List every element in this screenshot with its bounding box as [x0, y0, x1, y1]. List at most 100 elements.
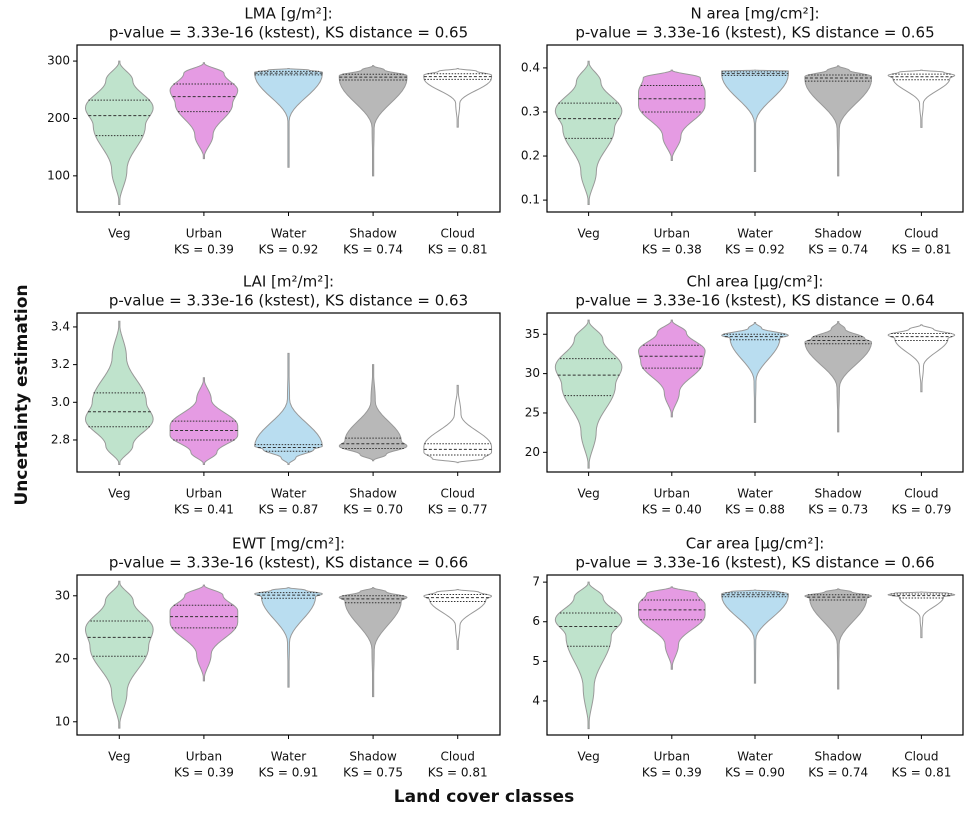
- x-tick-label: Water: [737, 227, 773, 241]
- violin-body: [423, 68, 493, 128]
- y-tick-label: 30: [525, 366, 540, 380]
- ks-label: KS = 0.70: [343, 503, 403, 517]
- violin-body: [721, 69, 789, 172]
- x-tick-label: Cloud: [441, 487, 475, 501]
- y-tick-label: 200: [47, 111, 70, 125]
- x-tick-label: Urban: [654, 487, 690, 501]
- violin-body: [804, 65, 872, 177]
- ks-label: KS = 0.41: [174, 503, 234, 517]
- y-tick-label: 7: [532, 575, 540, 589]
- y-tick-label: 35: [525, 327, 540, 341]
- ks-label: KS = 0.39: [174, 243, 234, 257]
- x-tick-label: Veg: [577, 750, 599, 764]
- plot-frame: [76, 44, 501, 213]
- plot-frame: [546, 312, 964, 473]
- y-tick-label: 6: [532, 614, 540, 628]
- violin-body: [169, 62, 239, 160]
- y-tick-label: 20: [55, 651, 70, 665]
- plot-frame: [546, 44, 964, 213]
- violin-body: [169, 377, 239, 465]
- violin-body: [887, 591, 956, 639]
- violin-body: [804, 321, 872, 433]
- x-tick-label: Water: [737, 487, 773, 501]
- x-tick-label: Shadow: [815, 227, 863, 241]
- chart-title: EWT [mg/cm²]:: [232, 535, 345, 553]
- chart-title: Car area [µg/cm²]:: [686, 535, 825, 553]
- violin-body: [804, 588, 873, 690]
- violin-body: [554, 60, 623, 206]
- x-tick-label: Urban: [186, 750, 222, 764]
- x-tick-label: Urban: [654, 227, 690, 241]
- violin-body: [721, 589, 789, 684]
- x-tick-label: Urban: [186, 487, 222, 501]
- violin-body: [254, 587, 323, 688]
- x-tick-label: Veg: [577, 227, 599, 241]
- ks-label: KS = 0.92: [259, 243, 319, 257]
- x-tick-label: Urban: [186, 227, 222, 241]
- violin-body: [721, 321, 789, 423]
- y-tick-label: 2.8: [51, 432, 70, 446]
- x-tick-label: Cloud: [904, 750, 938, 764]
- violin-body: [423, 384, 493, 464]
- y-tick-label: 30: [55, 588, 70, 602]
- plot-frame: [76, 574, 501, 736]
- y-tick-label: 3.4: [51, 319, 70, 333]
- chart-title: LMA [g/m²]:: [244, 5, 332, 23]
- y-axis-title: Uncertainty estimation: [12, 284, 32, 505]
- ks-label: KS = 0.38: [642, 243, 702, 257]
- x-tick-label: Shadow: [815, 487, 863, 501]
- ks-label: KS = 0.75: [343, 766, 403, 780]
- plot-frame: [76, 312, 501, 473]
- ks-label: KS = 0.87: [259, 503, 319, 517]
- x-tick-label: Water: [271, 227, 307, 241]
- plot-frame: [546, 574, 964, 736]
- y-tick-label: 25: [525, 405, 540, 419]
- chart-title: Chl area [µg/cm²]:: [687, 273, 824, 291]
- x-tick-label: Water: [737, 750, 773, 764]
- violin-body: [554, 319, 623, 469]
- x-tick-label: Shadow: [349, 487, 397, 501]
- y-tick-label: 20: [525, 445, 540, 459]
- ks-label: KS = 0.74: [343, 243, 403, 257]
- y-tick-label: 5: [532, 654, 540, 668]
- ks-label: KS = 0.74: [808, 766, 868, 780]
- y-tick-label: 0.4: [521, 60, 540, 74]
- ks-label: KS = 0.39: [642, 766, 702, 780]
- violin-body: [338, 65, 408, 177]
- violin-body: [638, 586, 706, 670]
- ks-label: KS = 0.40: [642, 503, 702, 517]
- ks-label: KS = 0.88: [725, 503, 785, 517]
- x-tick-label: Water: [271, 487, 307, 501]
- ks-label: KS = 0.74: [808, 243, 868, 257]
- y-tick-label: 3.0: [51, 395, 70, 409]
- chart-subtitle: p-value = 3.33e-16 (kstest), KS distance…: [575, 554, 934, 572]
- x-tick-label: Cloud: [904, 487, 938, 501]
- ks-label: KS = 0.73: [808, 503, 868, 517]
- x-tick-label: Urban: [654, 750, 690, 764]
- violin-body: [887, 69, 956, 128]
- x-tick-label: Cloud: [904, 227, 938, 241]
- y-tick-label: 10: [55, 714, 70, 728]
- violin-body: [338, 587, 408, 698]
- ks-label: KS = 0.90: [725, 766, 785, 780]
- violin-body: [84, 60, 154, 206]
- violin-body: [84, 580, 154, 729]
- violin-body: [84, 320, 154, 465]
- violin-body: [254, 352, 323, 465]
- x-tick-label: Veg: [108, 227, 130, 241]
- chart-subtitle: p-value = 3.33e-16 (kstest), KS distance…: [109, 292, 468, 310]
- y-tick-label: 4: [532, 693, 540, 707]
- x-tick-label: Water: [271, 750, 307, 764]
- y-tick-label: 3.2: [51, 357, 70, 371]
- y-tick-label: 0.3: [521, 104, 540, 118]
- y-tick-label: 0.1: [521, 193, 540, 207]
- ks-label: KS = 0.81: [891, 243, 951, 257]
- violin-body: [554, 581, 623, 730]
- y-tick-label: 100: [47, 168, 70, 182]
- chart-subtitle: p-value = 3.33e-16 (kstest), KS distance…: [109, 24, 468, 42]
- violin-body: [638, 69, 706, 161]
- ks-label: KS = 0.77: [428, 503, 488, 517]
- x-tick-label: Shadow: [815, 750, 863, 764]
- ks-label: KS = 0.81: [891, 766, 951, 780]
- chart-subtitle: p-value = 3.33e-16 (kstest), KS distance…: [575, 24, 934, 42]
